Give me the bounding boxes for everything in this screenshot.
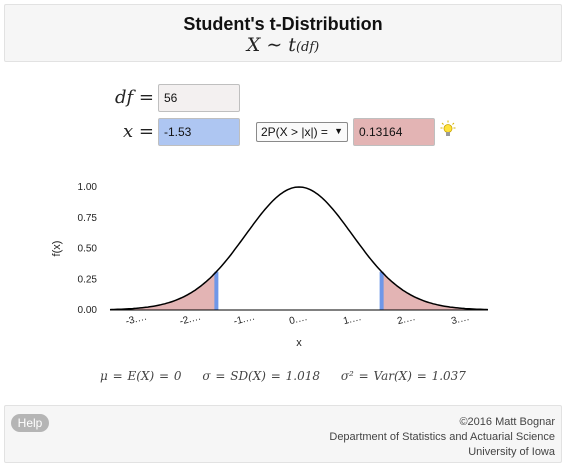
department-text: Department of Statistics and Actuarial S… (329, 431, 555, 443)
cutoff-lines (214, 271, 384, 310)
t-distribution-chart: 0.00 0.25 0.50 0.75 1.00 -3.… -2.… -1.… 0.… 1.… 2.… (51, 182, 489, 349)
page-title: Student's t-Distribution (183, 14, 383, 34)
y-tick-label: 0.75 (78, 213, 98, 224)
probability-type-select[interactable]: 2P(X > |x|) = ▼ (256, 122, 348, 142)
probability-type-value: 2P(X > |x|) = (261, 125, 328, 139)
footer-panel: Help ©2016 Matt Bognar Department of Sta… (4, 405, 562, 463)
x-tick-label: 2.… (396, 312, 416, 327)
x-label: x = (123, 121, 154, 142)
chevron-down-icon: ▼ (334, 126, 343, 136)
y-tick-label: 1.00 (78, 182, 98, 193)
university-text: University of Iowa (468, 446, 555, 458)
shaded-tails (110, 271, 488, 310)
x-tick-label: -2.… (179, 312, 203, 328)
x-tick-label: 3.… (450, 312, 470, 327)
chart-axes: 0.00 0.25 0.50 0.75 1.00 -3.… -2.… -1.… 0.… 1.… 2.… (51, 182, 488, 349)
header-panel: Student's t-Distribution X ∼ t(df) (4, 4, 562, 62)
probability-output[interactable] (353, 118, 435, 146)
sd-stat: σ = SD(X) = 1.018 (202, 369, 321, 383)
distribution-formula: X ∼ t(df) (5, 34, 561, 56)
formula-subscript: (df) (295, 40, 320, 55)
df-label: df = (115, 87, 154, 108)
y-tick-label: 0.00 (78, 305, 98, 316)
x-input[interactable] (158, 118, 240, 146)
distribution-stats: μ = E(X) = 0 σ = SD(X) = 1.018 σ² = Var(… (0, 369, 566, 383)
help-button[interactable]: Help (11, 414, 49, 432)
x-tick-label: 0.… (288, 312, 308, 327)
lightbulb-icon[interactable] (440, 120, 456, 138)
credits: ©2016 Matt Bognar Department of Statisti… (329, 415, 555, 460)
variance-stat: σ² = Var(X) = 1.037 (340, 369, 466, 383)
x-tick-label: -1.… (233, 312, 257, 328)
y-tick-label: 0.50 (78, 244, 98, 255)
x-tick-label: 1.… (342, 312, 362, 327)
density-curve (109, 186, 489, 311)
x-tick-label: -3.… (125, 312, 149, 328)
right-tail-area (381, 271, 488, 310)
df-input[interactable] (158, 84, 240, 112)
density-curve-line (109, 186, 489, 311)
x-axis-label: x (296, 337, 302, 349)
y-axis-label: f(x) (51, 241, 63, 257)
formula-main: X ∼ t (246, 34, 296, 56)
left-tail-area (110, 271, 217, 310)
copyright-text: ©2016 Matt Bognar (459, 416, 555, 428)
mean-stat: μ = E(X) = 0 (100, 369, 182, 383)
y-tick-label: 0.25 (78, 274, 98, 285)
